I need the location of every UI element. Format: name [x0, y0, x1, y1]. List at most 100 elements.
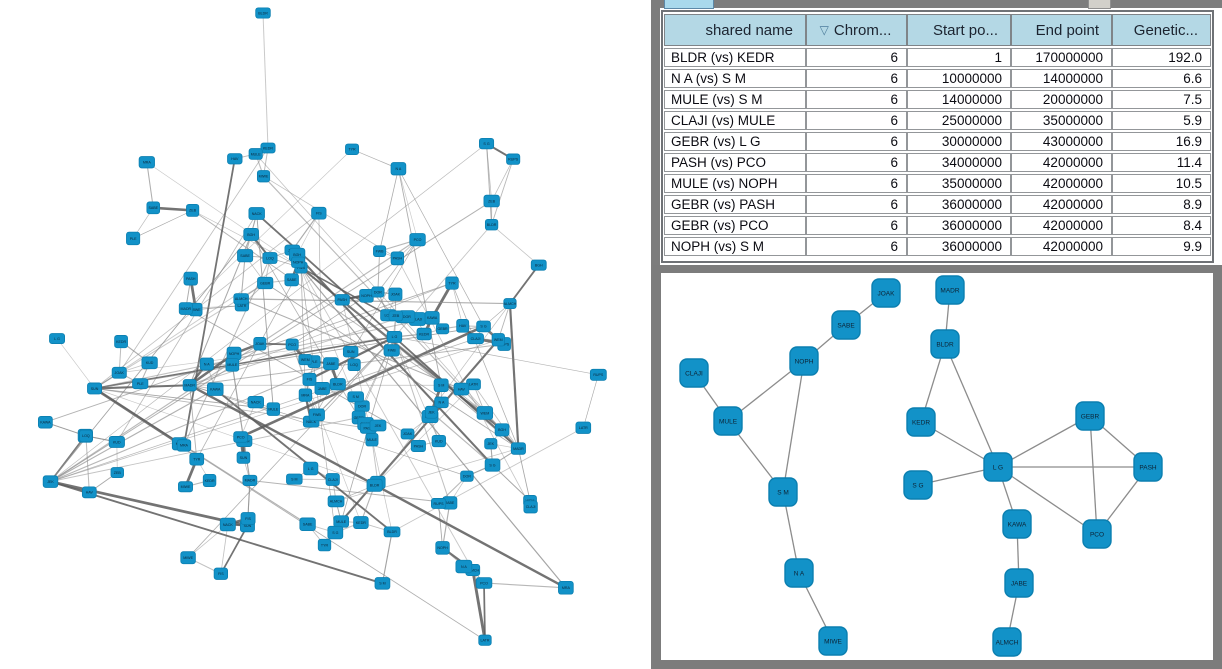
network-node-pco[interactable]: PCO [1082, 519, 1112, 549]
network-node[interactable]: KUD [108, 436, 125, 448]
network-node[interactable]: BGH [494, 423, 510, 437]
network-node[interactable]: RUPS [431, 498, 447, 509]
network-node[interactable]: MIWE [180, 551, 196, 565]
network-node[interactable]: ALMCH [233, 293, 249, 305]
network-node[interactable]: MRA [176, 439, 192, 452]
table-row[interactable]: NOPH (vs) S M 6 36000000 42000000 9.9 [664, 237, 1211, 256]
network-node-s-g[interactable]: S G [903, 470, 933, 500]
network-node[interactable]: PASH [410, 439, 426, 453]
network-node[interactable]: TYR [345, 143, 360, 155]
network-node[interactable]: MIWE [256, 170, 271, 183]
main-network-canvas[interactable]: BLDRKEDRMULENOPHGEBRPASHPCOSABEJOAKMADRC… [0, 0, 650, 669]
network-node[interactable]: N A [434, 396, 449, 409]
network-node[interactable]: NOPH [291, 256, 306, 268]
network-node[interactable]: PASH [334, 294, 350, 306]
network-node-joak[interactable]: JOAK [871, 278, 901, 308]
table-row[interactable]: GEBR (vs) PCO 6 36000000 42000000 8.4 [664, 216, 1211, 235]
network-node[interactable]: FWB [373, 245, 387, 257]
network-node[interactable]: BLDR [329, 378, 346, 391]
network-node-mule[interactable]: MULE [713, 406, 743, 436]
network-node[interactable]: NOPH [226, 346, 242, 361]
network-node[interactable]: SABE [284, 273, 299, 287]
network-node-noph[interactable]: NOPH [789, 346, 819, 376]
network-node[interactable]: MULE [266, 402, 281, 416]
filter-icon[interactable]: ▽ [819, 22, 829, 37]
network-node[interactable]: ZEB [483, 194, 500, 208]
network-node[interactable]: CLAJI [523, 500, 538, 514]
network-node[interactable]: MULE [225, 358, 240, 372]
network-node[interactable]: LOQ [347, 358, 361, 372]
network-node[interactable]: GEBR [435, 323, 450, 335]
network-node[interactable]: KAWA [37, 416, 53, 429]
network-node[interactable]: PASH [183, 271, 198, 286]
network-node-miwe[interactable]: MIWE [818, 626, 848, 656]
network-node[interactable]: HAV [227, 153, 243, 165]
network-node[interactable]: JEK [424, 405, 438, 419]
network-node[interactable]: FIS [311, 206, 327, 220]
network-node-pash[interactable]: PASH [1133, 452, 1163, 482]
network-node[interactable]: ZEB [388, 310, 404, 322]
network-node[interactable]: ZEB [110, 467, 124, 479]
network-node[interactable]: SUN [87, 382, 103, 395]
network-node[interactable]: JOAK [253, 337, 267, 351]
network-node[interactable]: NACK [219, 517, 236, 532]
network-node[interactable]: S G [476, 320, 491, 333]
network-node[interactable]: JABE [314, 382, 330, 395]
network-node[interactable]: MADR [182, 379, 197, 392]
network-node-almch[interactable]: ALMCH [992, 627, 1022, 657]
network-node[interactable]: ALMCH [503, 298, 517, 310]
network-node[interactable]: MRA [298, 388, 313, 402]
network-node[interactable]: HAV [453, 382, 470, 396]
network-node[interactable]: BLDR [366, 478, 383, 492]
network-node[interactable]: PASH [390, 251, 405, 266]
network-node[interactable]: RUPS [506, 153, 521, 165]
network-node[interactable]: NOPH [359, 288, 374, 303]
network-node[interactable]: NACK [248, 207, 265, 220]
network-node[interactable]: FWB [308, 408, 325, 422]
network-node[interactable]: LOQ [79, 429, 93, 443]
column-header-start[interactable]: Start po... [907, 14, 1011, 46]
network-node[interactable]: KUD [141, 356, 158, 370]
network-node[interactable]: FIS [240, 512, 256, 525]
network-node-madr[interactable]: MADR [935, 275, 965, 305]
network-node[interactable]: PCO [285, 338, 299, 351]
network-node[interactable]: KAWA [206, 382, 224, 396]
column-header-end[interactable]: End point [1011, 14, 1112, 46]
network-node-bldr[interactable]: BLDR [930, 329, 960, 359]
network-node-kawa[interactable]: KAWA [1002, 509, 1032, 539]
network-node[interactable]: L G [49, 333, 65, 344]
network-node[interactable]: BLDR [484, 218, 499, 231]
network-node[interactable]: JOAK [111, 366, 127, 379]
network-node[interactable]: S G [484, 458, 501, 472]
network-node[interactable]: MRA [138, 156, 155, 169]
network-node[interactable]: SUN [342, 345, 359, 358]
network-node[interactable]: CLAJI [467, 333, 484, 345]
network-node[interactable]: JOAK [388, 287, 403, 301]
network-node[interactable]: JOAK [400, 428, 415, 440]
network-node[interactable]: PLE [126, 231, 141, 246]
network-node[interactable]: SABE [237, 249, 254, 263]
table-row[interactable]: BLDR (vs) KEDR 6 1 170000000 192.0 [664, 48, 1211, 67]
table-row[interactable]: PASH (vs) PCO 6 34000000 42000000 11.4 [664, 153, 1211, 172]
network-node[interactable]: TYR [445, 276, 459, 290]
network-node-sabe[interactable]: SABE [831, 310, 861, 340]
network-node[interactable]: KEDR [114, 335, 128, 349]
network-node[interactable]: MULE [365, 433, 379, 447]
network-node[interactable]: NOPH [435, 541, 450, 555]
network-node[interactable]: MADR [178, 302, 193, 315]
table-row[interactable]: CLAJI (vs) MULE 6 25000000 35000000 5.9 [664, 111, 1211, 130]
network-node[interactable]: S M [433, 378, 449, 392]
network-node-s-m[interactable]: S M [768, 477, 798, 507]
network-node[interactable]: S G [327, 525, 344, 540]
network-node[interactable]: KUD [431, 434, 446, 448]
network-node[interactable]: L G [386, 330, 403, 343]
column-header-chromosome[interactable]: ▽ Chrom... [806, 14, 907, 46]
table-row[interactable]: MULE (vs) NOPH 6 35000000 42000000 10.5 [664, 174, 1211, 193]
network-node[interactable]: JABE [323, 357, 339, 370]
network-node[interactable]: N A [199, 357, 214, 371]
network-node[interactable]: LOQ [262, 252, 278, 264]
network-node[interactable]: N A [390, 162, 407, 176]
network-node[interactable]: JEK [42, 475, 59, 488]
network-node-claji[interactable]: CLAJI [679, 358, 709, 388]
